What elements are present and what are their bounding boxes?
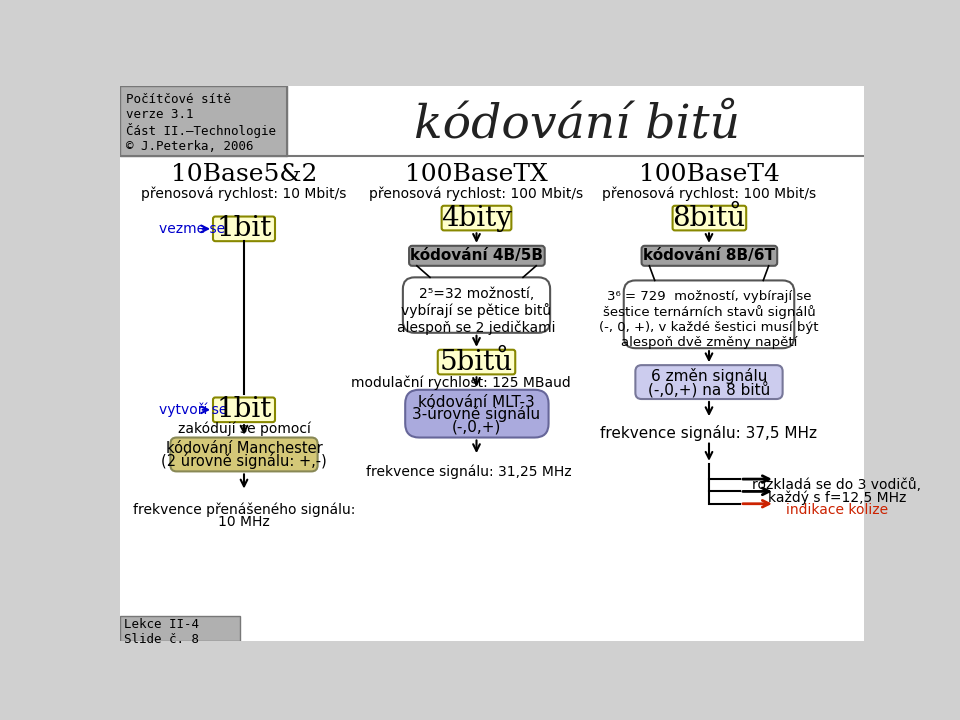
Text: 10Base5&2: 10Base5&2 [171, 163, 317, 186]
Text: Lekce II-4
Slide č. 8: Lekce II-4 Slide č. 8 [124, 618, 199, 647]
Text: 2⁵=32 možností,
vybírají se pětice bitů
alespoň se 2 jedičkami: 2⁵=32 možností, vybírají se pětice bitů … [397, 287, 556, 335]
Bar [120, 616, 240, 641]
Text: přenosová rychlost: 10 Mbit/s: přenosová rychlost: 10 Mbit/s [141, 187, 347, 202]
Text: zakódují se pomocí: zakódují se pomocí [178, 422, 310, 436]
Text: rozkladá se do 3 vodičů,: rozkladá se do 3 vodičů, [753, 478, 922, 492]
FancyBboxPatch shape [641, 246, 778, 266]
Text: frekvence signálu: 37,5 MHz: frekvence signálu: 37,5 MHz [601, 425, 818, 441]
Text: 100BaseT4: 100BaseT4 [638, 163, 780, 186]
FancyBboxPatch shape [636, 365, 782, 399]
Text: 1bit: 1bit [216, 215, 272, 243]
Text: přenosová rychlost: 100 Mbit/s: přenosová rychlost: 100 Mbit/s [370, 187, 584, 202]
Text: 3⁶ = 729  možností, vybírají se
šestice ternárních stavů signálů
(-, 0, +), v ka: 3⁶ = 729 možností, vybírají se šestice t… [599, 289, 819, 349]
Text: kódování bitů: kódování bitů [415, 102, 740, 148]
Text: modulační rychlost: 125 MBaud: modulační rychlost: 125 MBaud [351, 376, 571, 390]
Text: 8bitů: 8bitů [672, 204, 746, 232]
FancyBboxPatch shape [405, 390, 548, 438]
Text: vezme se: vezme se [158, 222, 225, 236]
Text: kódování MLT-3: kódování MLT-3 [419, 395, 535, 410]
Text: 6 změn signálu: 6 změn signálu [651, 368, 767, 384]
Text: Počítčové sítě
verze 3.1
Část II.–Technologie
© J.Peterka, 2006: Počítčové sítě verze 3.1 Část II.–Techno… [126, 93, 276, 153]
Text: (-,0,+): (-,0,+) [452, 419, 501, 434]
FancyBboxPatch shape [213, 397, 275, 422]
FancyBboxPatch shape [673, 206, 746, 230]
FancyBboxPatch shape [624, 280, 794, 348]
Bar [287, 86, 864, 641]
FancyBboxPatch shape [170, 438, 318, 472]
Text: vytvoří se: vytvoří se [158, 402, 228, 417]
Text: kódování 4B/5B: kódování 4B/5B [410, 248, 543, 264]
Text: 10 MHz: 10 MHz [218, 516, 270, 529]
Text: přenosová rychlost: 100 Mbit/s: přenosová rychlost: 100 Mbit/s [602, 187, 816, 202]
Text: 100BaseTX: 100BaseTX [405, 163, 548, 186]
Text: frekvence signálu: 31,25 MHz: frekvence signálu: 31,25 MHz [366, 464, 571, 479]
Text: kódování Manchester: kódování Manchester [166, 441, 323, 456]
FancyBboxPatch shape [403, 277, 550, 333]
FancyBboxPatch shape [213, 217, 275, 241]
Text: indikace kolize: indikace kolize [786, 503, 888, 517]
Text: 1bit: 1bit [216, 396, 272, 423]
Text: 3-úrovně signálu: 3-úrovně signálu [413, 406, 540, 423]
Text: frekvence přenášeného signálu:: frekvence přenášeného signálu: [132, 503, 355, 517]
FancyBboxPatch shape [442, 206, 512, 230]
FancyBboxPatch shape [409, 246, 544, 266]
Text: 4bity: 4bity [441, 204, 512, 232]
Bar [120, 86, 287, 156]
Text: každý s f=12,5 MHz: každý s f=12,5 MHz [768, 490, 906, 505]
Text: (-,0,+) na 8 bitů: (-,0,+) na 8 bitů [648, 381, 770, 397]
Bar [120, 156, 287, 641]
Text: (2 úrovně signálu: +,-): (2 úrovně signálu: +,-) [161, 454, 326, 469]
FancyBboxPatch shape [438, 350, 516, 374]
Text: 5bitů: 5bitů [440, 348, 513, 376]
Text: kódování 8B/6T: kódování 8B/6T [643, 248, 775, 264]
